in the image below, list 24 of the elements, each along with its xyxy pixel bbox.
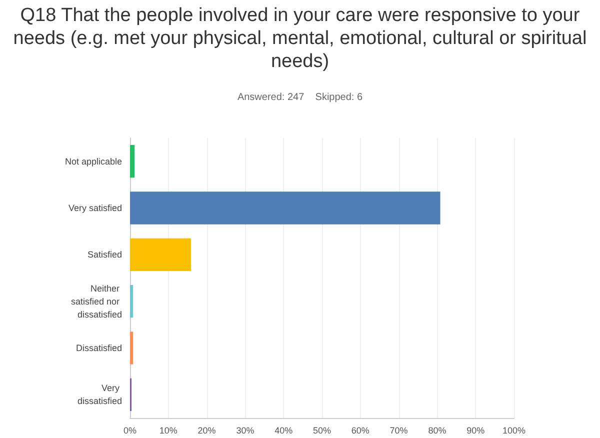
x-tick-label: 40%	[274, 426, 293, 436]
x-tick-label: 70%	[390, 426, 408, 436]
bar	[130, 192, 440, 224]
x-tick-label: 0%	[123, 426, 137, 436]
x-tick-label: 30%	[236, 426, 254, 436]
y-tick-label: Neither satisfied nor dissatisfied	[70, 283, 122, 320]
y-tick-label: Very dissatisfied	[77, 383, 122, 406]
bar	[130, 285, 134, 318]
chart-title: Q18 That the people involved in your care were responsive to your needs (e.g. met your physical, mental, emotional, cultural or spiritual needs)	[12, 4, 588, 73]
x-tick-label: 100%	[502, 426, 526, 436]
bar	[130, 145, 135, 178]
x-tick-label: 10%	[159, 426, 178, 436]
y-tick-label: Not applicable	[64, 156, 122, 166]
x-tick-label: 60%	[351, 426, 370, 436]
x-tick-label: 90%	[466, 426, 485, 436]
bar	[130, 332, 134, 364]
x-tick-label: 50%	[312, 426, 332, 436]
y-tick-label: Satisfied	[87, 250, 122, 260]
y-tick-label: Very satisfied	[68, 203, 122, 213]
x-tick-label: 80%	[428, 426, 446, 436]
bar	[130, 238, 192, 271]
y-tick-label: Dissatisfied	[76, 343, 122, 353]
chart-subtitle: Answered: 247 Skipped: 6	[236, 92, 364, 103]
x-tick-label: 20%	[198, 426, 216, 436]
